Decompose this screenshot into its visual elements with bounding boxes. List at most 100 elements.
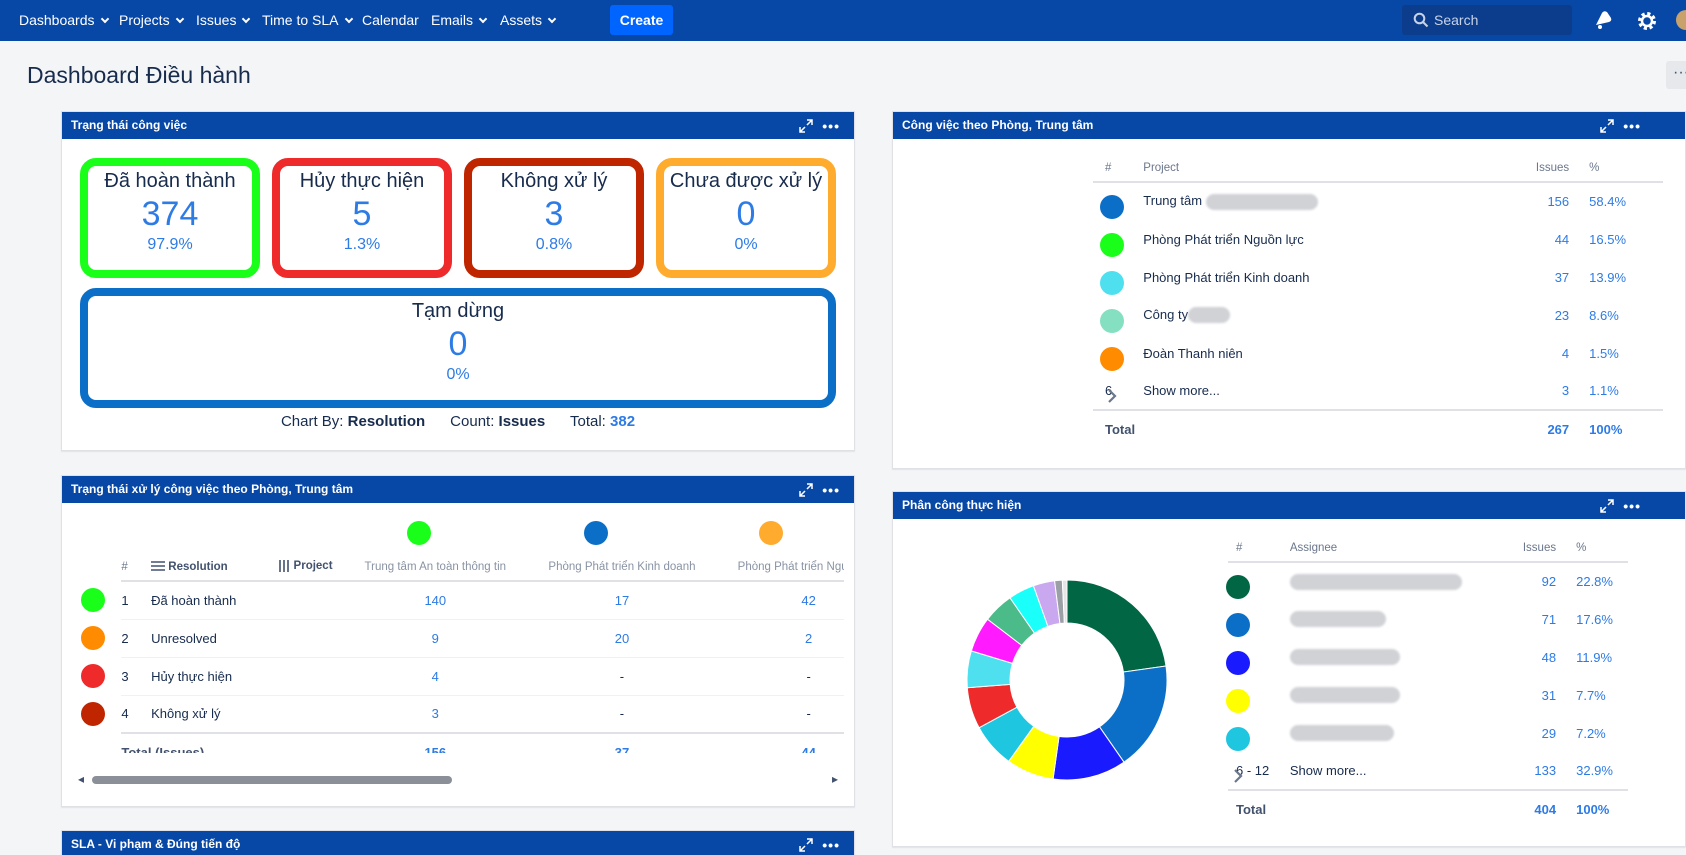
table-row[interactable]: 4 Công ty 23 8.6% — [1093, 296, 1663, 334]
col-resolution-header[interactable]: Resolution — [151, 553, 279, 582]
table-row[interactable]: 1 92 22.8% — [1228, 562, 1628, 600]
issues-count[interactable]: 71 — [1541, 611, 1557, 627]
table-row[interactable]: 3 Phòng Phát triển Kinh doanh 37 13.9% — [1093, 258, 1663, 296]
issues-count[interactable]: 48 — [1541, 649, 1557, 665]
nav-projects[interactable]: Projects — [119, 0, 184, 41]
table-row[interactable]: 1 Đã hoàn thành 140 17 42 — [62, 581, 844, 620]
notifications-icon[interactable] — [1592, 9, 1614, 31]
assignee-cell[interactable] — [1289, 638, 1500, 676]
more-actions-icon[interactable]: ••• — [1623, 117, 1641, 134]
more-actions-icon[interactable]: ••• — [822, 836, 840, 853]
status-box-pending[interactable]: Chưa được xử lý 0 0% — [656, 158, 836, 278]
more-actions-icon[interactable]: ••• — [822, 481, 840, 498]
total-issues[interactable]: 404 — [1499, 789, 1567, 828]
project-cell[interactable]: Công ty — [1143, 296, 1501, 334]
status-box-paused[interactable]: Tạm dừng 0 0% — [80, 288, 836, 408]
cell-count[interactable]: 9 — [341, 619, 529, 658]
col-issues-header[interactable]: Issues — [1500, 154, 1580, 183]
maximize-icon[interactable] — [799, 482, 814, 497]
table-row[interactable]: 5 Đoàn Thanh niên 4 1.5% — [1093, 334, 1663, 372]
col-project-header[interactable]: Project — [278, 553, 342, 582]
status-box-cancelled[interactable]: Hủy thực hiện 5 1.3% — [272, 158, 452, 278]
project-name[interactable]: Phòng Phát triển Nguồn lực — [1143, 231, 1304, 247]
issues-count[interactable]: 92 — [1541, 574, 1557, 589]
col-issues-header[interactable]: Issues — [1499, 534, 1567, 563]
table-row[interactable]: 5 29 7.2% — [1228, 714, 1628, 752]
total-value[interactable]: 382 — [610, 413, 636, 430]
col-assignee-header[interactable]: Assignee — [1289, 534, 1500, 563]
assignee-cell[interactable] — [1289, 714, 1500, 752]
more-actions-icon[interactable]: ••• — [822, 117, 840, 134]
table-row[interactable]: 2 Unresolved 9 20 2 — [62, 619, 844, 658]
issues-count[interactable]: 4 — [1561, 345, 1570, 361]
cell-count[interactable]: 17 — [528, 581, 716, 620]
nav-assets[interactable]: Assets — [500, 0, 557, 41]
table-row[interactable]: 4 Không xử lý 3 - - — [62, 695, 844, 734]
resolution-name[interactable]: Đã hoàn thành — [151, 581, 342, 620]
cell-count[interactable]: 42 — [715, 581, 844, 620]
total-count[interactable]: 156 — [341, 732, 529, 753]
table-row[interactable]: 2 Phòng Phát triển Nguồn lực 44 16.5% — [1093, 220, 1663, 258]
issues-count[interactable]: 44 — [1554, 231, 1570, 247]
donut-slice[interactable] — [1066, 579, 1167, 673]
scroll-left-arrow[interactable]: ◂ — [78, 772, 85, 786]
project-name[interactable]: Phòng Phát triển Kinh doanh — [1143, 269, 1310, 285]
nav-dashboards[interactable]: Dashboards — [19, 0, 109, 41]
nav-time-to-sla[interactable]: Time to SLA — [262, 0, 353, 41]
maximize-icon[interactable] — [799, 118, 814, 133]
table-row[interactable]: 2 71 17.6% — [1228, 600, 1628, 638]
assignee-cell[interactable] — [1289, 562, 1500, 600]
issues-count[interactable]: 29 — [1541, 725, 1557, 741]
show-more-link[interactable]: Show more... — [1289, 763, 1367, 778]
table-row-show-more[interactable]: 6 Show more... 3 1.1% — [1093, 372, 1663, 410]
project-column-header[interactable]: Phòng Phát triển Nguồn lực — [715, 553, 844, 582]
scroll-right-arrow[interactable]: ▸ — [832, 772, 839, 786]
cell-count[interactable]: 3 — [341, 695, 529, 734]
table-row[interactable]: 4 31 7.7% — [1228, 676, 1628, 714]
table-row[interactable]: 3 48 11.9% — [1228, 638, 1628, 676]
assignee-cell[interactable] — [1289, 676, 1500, 714]
avatar[interactable] — [1676, 10, 1686, 30]
maximize-icon[interactable] — [1600, 118, 1615, 133]
donut-slice[interactable] — [1061, 579, 1068, 624]
resolution-name[interactable]: Unresolved — [151, 619, 342, 658]
page-more-actions-button[interactable]: ··· — [1666, 61, 1686, 89]
resolution-name[interactable]: Không xử lý — [151, 695, 342, 734]
create-button[interactable]: Create — [610, 5, 673, 35]
status-box-done[interactable]: Đã hoàn thành 374 97.9% — [80, 158, 260, 278]
cell-count[interactable]: 4 — [341, 657, 529, 696]
project-cell[interactable]: Trung tâm — [1143, 182, 1501, 220]
nav-calendar[interactable]: Calendar — [362, 0, 419, 41]
project-name[interactable]: Công ty — [1143, 306, 1189, 322]
total-count[interactable]: 44 — [715, 732, 844, 753]
search-input[interactable] — [1434, 5, 1566, 35]
assignee-cell[interactable] — [1289, 600, 1500, 638]
total-issues[interactable]: 267 — [1500, 409, 1580, 448]
table-row[interactable]: 1 Trung tâm 156 58.4% — [1093, 182, 1663, 220]
nav-emails[interactable]: Emails — [431, 0, 488, 41]
issues-count[interactable]: 133 — [1534, 763, 1557, 778]
chevron-right-icon[interactable] — [1106, 388, 1118, 404]
maximize-icon[interactable] — [1600, 498, 1615, 513]
issues-count[interactable]: 156 — [1547, 194, 1570, 209]
maximize-icon[interactable] — [799, 837, 814, 852]
more-actions-icon[interactable]: ••• — [1623, 497, 1641, 514]
cell-count[interactable]: 140 — [341, 581, 529, 620]
resolution-name[interactable]: Hủy thực hiện — [151, 657, 342, 696]
nav-issues[interactable]: Issues — [196, 0, 251, 41]
project-column-header[interactable]: Trung tâm An toàn thông tin — [341, 553, 529, 582]
issues-count[interactable]: 23 — [1554, 307, 1570, 323]
project-name[interactable]: Đoàn Thanh niên — [1143, 345, 1243, 361]
project-name[interactable]: Trung tâm — [1143, 193, 1203, 209]
issues-count[interactable]: 3 — [1561, 383, 1570, 398]
cell-count[interactable]: 20 — [528, 619, 716, 658]
project-column-header[interactable]: Phòng Phát triển Kinh doanh — [528, 553, 716, 582]
search-box[interactable] — [1402, 5, 1572, 35]
table-row-show-more[interactable]: 6 - 12 Show more... 133 32.9% — [1228, 752, 1628, 790]
horizontal-scrollbar[interactable] — [92, 776, 452, 784]
issues-count[interactable]: 31 — [1541, 687, 1557, 703]
table-row[interactable]: 3 Hủy thực hiện 4 - - — [62, 657, 844, 696]
total-count[interactable]: 37 — [528, 732, 716, 753]
show-more-link[interactable]: Show more... — [1143, 383, 1220, 398]
settings-gear-icon[interactable] — [1635, 9, 1659, 33]
